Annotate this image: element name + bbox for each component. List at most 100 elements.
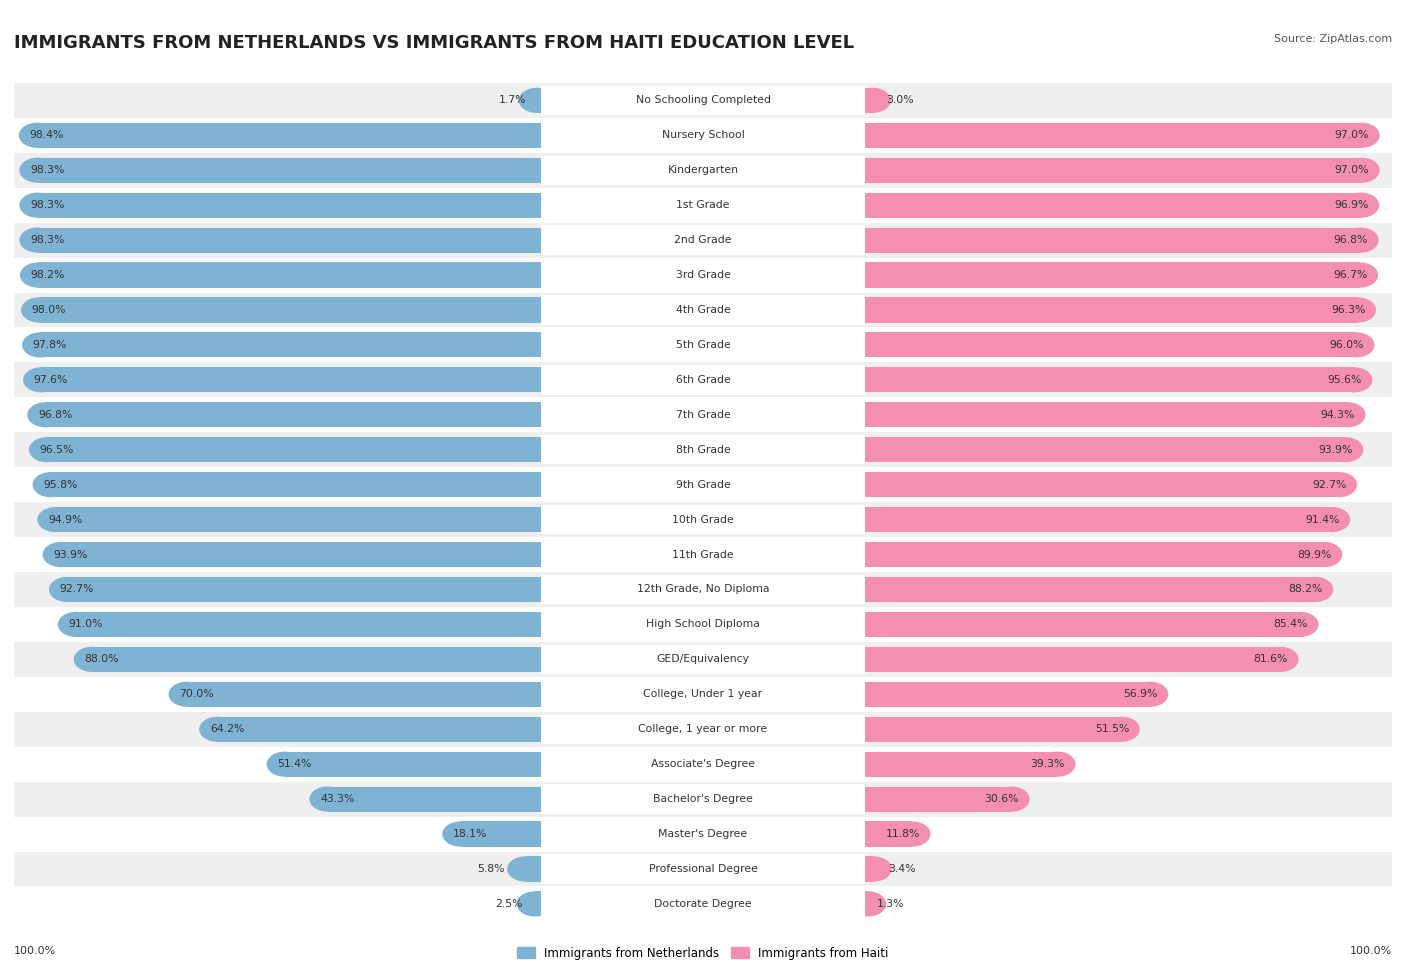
Circle shape [1344, 158, 1379, 182]
Text: 8th Grade: 8th Grade [676, 445, 730, 454]
Text: Doctorate Degree: Doctorate Degree [654, 899, 752, 909]
Bar [14, 817, 1392, 851]
Circle shape [20, 227, 56, 253]
Circle shape [49, 577, 86, 602]
Text: 100.0%: 100.0% [14, 946, 56, 956]
Text: 97.0%: 97.0% [1334, 165, 1369, 176]
Circle shape [38, 507, 73, 532]
Bar [41, 368, 541, 392]
Circle shape [1039, 752, 1076, 777]
Circle shape [1343, 227, 1379, 253]
Bar [38, 158, 541, 182]
Bar [865, 822, 912, 846]
Circle shape [169, 682, 205, 707]
Text: 85.4%: 85.4% [1274, 619, 1308, 630]
Bar [38, 227, 541, 253]
Text: Master's Degree: Master's Degree [658, 829, 748, 839]
Text: College, 1 year or more: College, 1 year or more [638, 724, 768, 734]
Bar [541, 889, 865, 918]
Bar [865, 577, 1315, 602]
Bar [38, 262, 541, 288]
Circle shape [1341, 262, 1378, 288]
Text: 98.3%: 98.3% [30, 235, 65, 245]
Circle shape [1339, 332, 1375, 358]
Bar [14, 572, 1392, 606]
Bar [14, 363, 1392, 398]
Bar [541, 644, 865, 674]
Bar [865, 123, 1361, 148]
Bar [865, 262, 1360, 288]
Text: IMMIGRANTS FROM NETHERLANDS VS IMMIGRANTS FROM HAITI EDUCATION LEVEL: IMMIGRANTS FROM NETHERLANDS VS IMMIGRANT… [14, 34, 855, 52]
Text: 2nd Grade: 2nd Grade [675, 235, 731, 245]
Bar [14, 118, 1392, 153]
Bar [541, 680, 865, 709]
Text: 30.6%: 30.6% [984, 794, 1019, 804]
Text: 89.9%: 89.9% [1298, 550, 1331, 560]
Bar [328, 787, 541, 811]
Bar [285, 752, 541, 777]
Bar [187, 682, 541, 707]
Text: 88.0%: 88.0% [84, 654, 120, 664]
Text: 92.7%: 92.7% [1312, 480, 1347, 489]
Bar [541, 540, 865, 569]
Text: 96.0%: 96.0% [1329, 340, 1364, 350]
Bar [60, 542, 541, 567]
Circle shape [20, 158, 56, 182]
Text: 18.1%: 18.1% [453, 829, 488, 839]
Text: 3.0%: 3.0% [886, 96, 914, 105]
Bar [865, 158, 1361, 182]
Circle shape [1132, 682, 1168, 707]
Bar [541, 190, 865, 219]
Circle shape [42, 542, 79, 567]
Text: 1.7%: 1.7% [499, 96, 527, 105]
Bar [14, 712, 1392, 747]
Text: 5.8%: 5.8% [478, 864, 505, 874]
Text: 51.4%: 51.4% [277, 760, 312, 769]
Circle shape [1306, 542, 1343, 567]
Text: 56.9%: 56.9% [1123, 689, 1157, 699]
Circle shape [1343, 193, 1379, 217]
Bar [541, 400, 865, 429]
Bar [865, 297, 1358, 323]
Text: 93.9%: 93.9% [53, 550, 87, 560]
Circle shape [30, 437, 65, 462]
Bar [14, 328, 1392, 363]
Bar [865, 682, 1150, 707]
Text: 97.0%: 97.0% [1334, 131, 1369, 140]
Text: 95.6%: 95.6% [1327, 374, 1361, 385]
Text: 3.4%: 3.4% [889, 864, 915, 874]
Text: 70.0%: 70.0% [180, 689, 214, 699]
Bar [460, 822, 541, 846]
Text: 92.7%: 92.7% [59, 584, 94, 595]
Bar [14, 467, 1392, 502]
Bar [865, 472, 1339, 497]
Text: 51.5%: 51.5% [1095, 724, 1129, 734]
Bar [14, 292, 1392, 328]
Bar [541, 575, 865, 604]
Circle shape [1329, 403, 1365, 427]
Bar [865, 646, 1281, 672]
Text: No Schooling Completed: No Schooling Completed [636, 96, 770, 105]
Circle shape [443, 822, 478, 846]
Text: 3rd Grade: 3rd Grade [675, 270, 731, 280]
Bar [55, 507, 541, 532]
Bar [541, 750, 865, 779]
Circle shape [516, 891, 553, 916]
Bar [541, 295, 865, 325]
Bar [541, 715, 865, 744]
Text: 94.3%: 94.3% [1320, 410, 1355, 420]
Bar [541, 854, 865, 883]
Bar [14, 886, 1392, 921]
Circle shape [73, 646, 110, 672]
Bar [865, 856, 873, 881]
Circle shape [1320, 472, 1357, 497]
Circle shape [22, 368, 59, 392]
Bar [14, 606, 1392, 642]
Text: 93.9%: 93.9% [1319, 445, 1353, 454]
Bar [541, 331, 865, 360]
Text: 81.6%: 81.6% [1254, 654, 1288, 664]
Bar [865, 717, 1122, 742]
Bar [14, 677, 1392, 712]
Bar [541, 225, 865, 254]
Text: 2.5%: 2.5% [495, 899, 523, 909]
